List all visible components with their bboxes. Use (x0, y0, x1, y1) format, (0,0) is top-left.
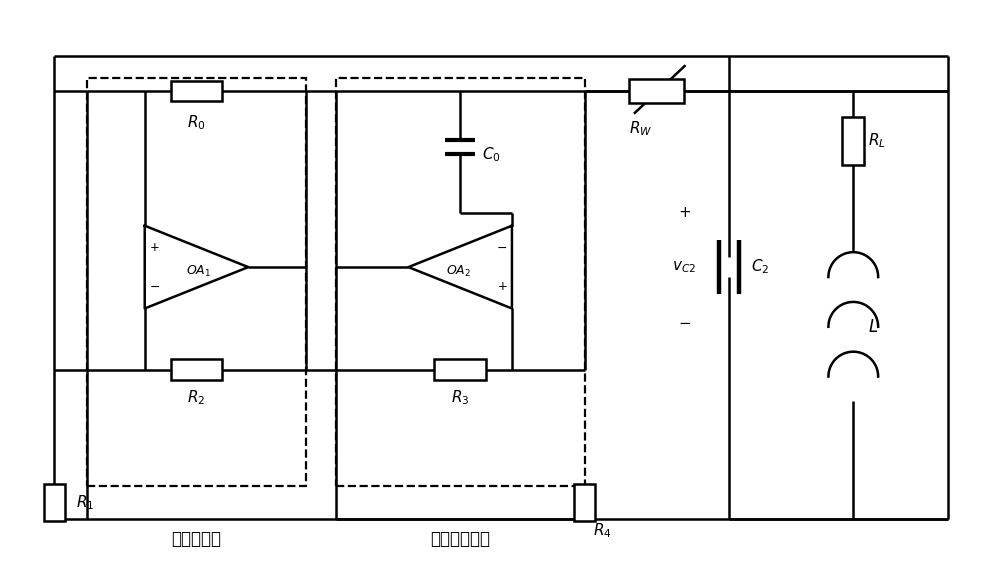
Text: $\it{OA}_{1}$: $\it{OA}_{1}$ (186, 263, 211, 279)
Text: $C_2$: $C_2$ (751, 258, 769, 277)
Text: $C_0$: $C_0$ (482, 146, 501, 164)
Text: $R_2$: $R_2$ (187, 388, 206, 407)
Text: $-$: $-$ (149, 280, 160, 293)
Bar (842, 117, 864, 164)
Text: $R_0$: $R_0$ (187, 113, 206, 132)
Text: $+$: $+$ (149, 241, 160, 254)
Text: $R_L$: $R_L$ (868, 131, 886, 150)
Text: $R_4$: $R_4$ (593, 521, 611, 540)
Text: 线性负电阻: 线性负电阻 (171, 530, 221, 548)
Bar (171, 81, 222, 101)
Text: $R_1$: $R_1$ (76, 493, 94, 512)
Bar (336, 78, 585, 486)
Text: 分段线性电容: 分段线性电容 (430, 530, 490, 548)
Bar (574, 484, 595, 522)
Text: $L$: $L$ (868, 318, 878, 336)
Text: $R_W$: $R_W$ (629, 120, 652, 138)
Text: $+$: $+$ (497, 280, 507, 293)
Bar (171, 359, 222, 380)
Text: $+$: $+$ (678, 205, 691, 220)
Bar (87, 78, 306, 486)
Bar (629, 79, 684, 103)
Text: $v_{C2}$: $v_{C2}$ (672, 259, 696, 275)
Text: $\it{OA}_{2}$: $\it{OA}_{2}$ (446, 263, 471, 279)
Text: $-$: $-$ (678, 315, 691, 329)
Bar (434, 359, 486, 380)
Text: $-$: $-$ (496, 241, 508, 254)
Bar (44, 484, 65, 522)
Text: $R_3$: $R_3$ (451, 388, 469, 407)
